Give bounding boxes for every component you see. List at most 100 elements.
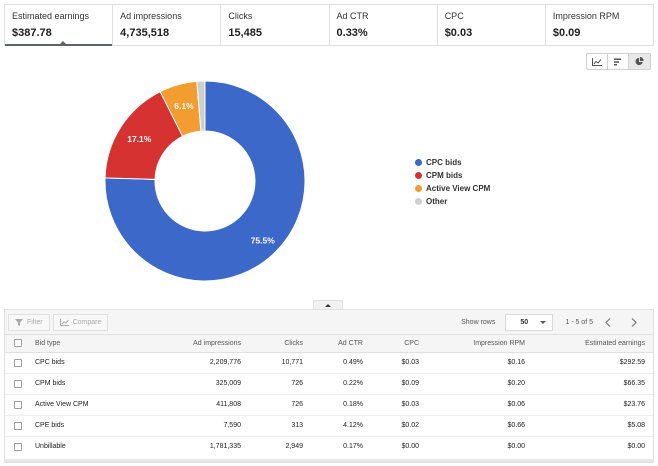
donut-chart: 75.5% 17.1% 6.1% [104,80,306,282]
donut-slice-other[interactable] [196,80,206,132]
legend-item-cpm-bids[interactable]: CPM bids [415,169,490,182]
cell-ad-ctr: 0.22% [311,373,371,395]
legend-label: Active View CPM [426,184,491,193]
prev-page-button[interactable] [597,314,619,331]
bar-chart-button[interactable] [608,54,629,69]
filter-label: Filter [27,318,43,326]
row-checkbox[interactable] [14,400,22,409]
table-row: CPE bids 7,590 313 4.12% $0.02 $0.66 $5.… [5,415,653,437]
line-chart-icon [592,57,602,66]
cell-cpc: $0.09 [371,373,427,395]
cell-impression-rpm: $0.20 [427,373,533,395]
collapse-chart-button[interactable] [313,300,343,309]
show-rows-label: Show rows [461,319,496,326]
slice-label: 17.1% [127,134,152,144]
metric-estimated-earnings[interactable]: Estimated earnings $387.78 [5,5,114,46]
chevron-up-icon [325,303,331,307]
metric-cpc[interactable]: CPC $0.03 [438,5,546,45]
metric-value: 0.33% [336,27,368,39]
table-row: CPC bids 2,209,776 10,771 0.49% $0.03 $0… [5,352,653,374]
col-header-impression-rpm[interactable]: Impression RPM [427,335,533,353]
col-header-cpc[interactable]: CPC [371,335,427,353]
slice-label: 75.5% [251,236,276,246]
col-header-ad-ctr[interactable]: Ad CTR [311,335,371,353]
metric-cards: Estimated earnings $387.78 Ad impression… [4,4,654,46]
compare-icon [59,318,69,326]
metric-label: Estimated earnings [12,11,90,21]
cell-clicks: 2,949 [285,443,303,451]
cell-clicks: 726 [249,394,311,416]
legend-label: Other [426,197,448,206]
cell-ad-impressions: 2,209,776 [157,352,249,374]
row-checkbox[interactable] [14,358,22,367]
filter-button[interactable]: Filter [8,313,50,331]
cell-bid-type: CPM bids [31,373,157,395]
metric-label: CPC [444,11,464,21]
row-checkbox-cell [5,352,31,374]
row-checkbox-cell [5,373,31,395]
metric-value: $0.03 [444,27,473,39]
cell-bid-type: Active View CPM [31,394,157,416]
pie-chart-icon [635,57,644,66]
table-row: Active View CPM 411,808 726 0.18% $0.03 … [5,394,653,416]
cell-clicks: 726 [249,373,311,395]
legend-item-cpc-bids[interactable]: CPC bids [415,156,490,169]
row-checkbox[interactable] [14,379,22,388]
cell-cpc: $0.03 [371,352,427,374]
col-header-clicks[interactable]: Clicks [249,335,311,353]
legend-item-active-view-cpm[interactable]: Active View CPM [415,182,490,195]
filter-icon [15,318,23,326]
table-row: CPM bids 325,009 726 0.22% $0.09 $0.20 $… [5,373,653,395]
metric-label: Ad impressions [120,11,182,21]
next-page-button[interactable] [623,314,645,331]
report-table-panel: Filter Compare Show rows 50 1 - 5 of 5 [4,309,654,463]
metric-ad-impressions[interactable]: Ad impressions 4,735,518 [113,5,222,45]
col-header-estimated-earnings[interactable]: Estimated earnings [533,335,653,353]
col-header-ad-impressions[interactable]: Ad impressions [157,335,249,353]
select-all-cell [5,335,31,353]
metric-label: Clicks [228,11,253,21]
row-checkbox[interactable] [14,421,22,430]
cell-cpc: $0.03 [371,394,427,416]
legend-item-other[interactable]: Other [415,195,490,208]
metric-clicks[interactable]: Clicks 15,485 [221,5,330,45]
table-header-row: Bid type Ad impressions Clicks Ad CTR CP… [5,335,653,353]
cell-impression-rpm: $0.06 [427,394,533,416]
cell-clicks: 313 [249,415,311,437]
pagination-controls: Show rows 50 1 - 5 of 5 [461,310,645,335]
cell-bid-type: CPE bids [31,415,157,437]
col-header-bid-type[interactable]: Bid type [31,335,157,353]
metric-value: 15,485 [228,27,262,39]
cell-cpc: $0.00 [401,443,419,451]
chart-legend: CPC bids CPM bids Active View CPM Other [415,156,490,208]
compare-button[interactable]: Compare [52,313,109,331]
cell-estimated-earnings: $0.00 [627,443,645,451]
cell-bid-type: CPC bids [31,352,157,374]
metric-impression-rpm[interactable]: Impression RPM $0.09 [546,5,653,45]
cell-ad-ctr: 0.49% [311,352,371,374]
cell-clicks: 10,771 [249,352,311,374]
select-all-checkbox[interactable] [14,339,22,348]
metric-value: $0.09 [552,27,581,39]
page-range: 1 - 5 of 5 [565,319,593,326]
row-checkbox[interactable] [14,442,22,451]
cell-cpc: $0.02 [371,415,427,437]
cell-impression-rpm: $0.00 [507,443,525,451]
cell-bid-type: Unbillable [35,443,66,451]
chart-type-toggle [586,53,651,70]
metric-value: $387.78 [12,27,52,39]
cell-ad-impressions: 411,808 [157,394,249,416]
line-chart-button[interactable] [587,54,608,69]
rows-per-page-select[interactable]: 50 [505,314,554,331]
report-table: Bid type Ad impressions Clicks Ad CTR CP… [5,335,653,457]
slice-label: 6.1% [174,101,194,111]
horizontal-scrollbar[interactable] [5,459,653,462]
metric-ad-ctr[interactable]: Ad CTR 0.33% [330,5,438,45]
cell-ad-ctr: 0.17% [343,443,363,451]
cell-ad-impressions: 1,781,335 [209,443,241,451]
cell-ad-impressions: 7,590 [157,415,249,437]
pie-chart-button[interactable] [629,54,650,69]
active-indicator [59,41,67,45]
donut-slice-cpc-bids[interactable] [104,80,306,282]
table-row: Unbillable 1,781,335 2,949 0.17% $0.00 $… [5,436,653,457]
